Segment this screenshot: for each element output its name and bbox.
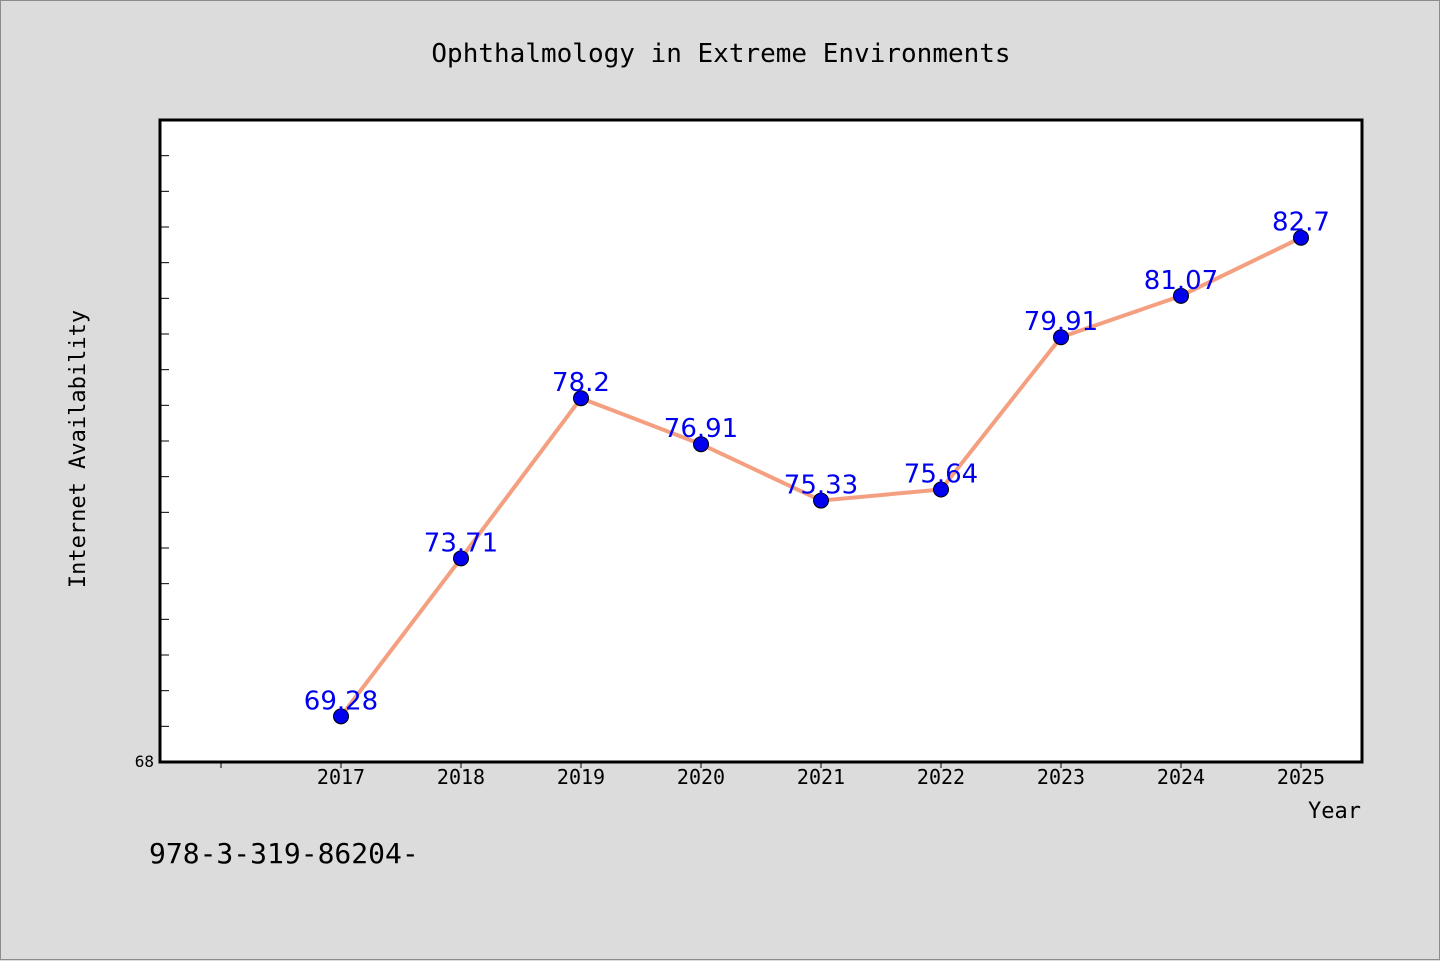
x-tick-label: 2022 xyxy=(917,765,965,789)
x-tick-label: 2020 xyxy=(677,765,725,789)
plot-area xyxy=(158,118,1364,764)
data-label: 79.91 xyxy=(1024,307,1098,337)
x-tick-label: 2025 xyxy=(1277,765,1325,789)
data-point xyxy=(693,436,709,453)
x-axis-title: Year xyxy=(1308,799,1361,824)
x-tick-label: 2017 xyxy=(317,765,365,789)
data-point xyxy=(1293,229,1309,246)
series-layer: 69.28 73.71 78.2 76.91 75.33 75.64 79.91 81.07 8… xyxy=(304,208,1330,725)
x-tick-label: 2018 xyxy=(437,765,485,789)
data-label: 69.28 xyxy=(304,686,378,716)
x-tick-label: 2024 xyxy=(1157,765,1205,789)
data-point xyxy=(1173,287,1189,304)
data-label: 73.71 xyxy=(424,528,498,558)
data-label: 82.7 xyxy=(1272,208,1330,238)
x-axis-ticks: 2017 2018 2019 2020 2021 2022 2023 2024 2025 xyxy=(220,762,1325,789)
data-label: 75.33 xyxy=(784,471,858,501)
y-axis-ticks xyxy=(160,155,169,727)
data-point xyxy=(453,550,469,567)
y-axis-title: Internet Availability xyxy=(66,310,91,588)
y-axis-min-label: 68 xyxy=(135,752,154,771)
data-label: 75.64 xyxy=(904,460,978,490)
data-point xyxy=(1053,329,1069,346)
data-point xyxy=(813,492,829,509)
footer-code: 978-3-319-86204- xyxy=(149,837,419,870)
x-tick-label: 2023 xyxy=(1037,765,1085,789)
data-label: 76.91 xyxy=(664,414,738,444)
x-tick-label: 2019 xyxy=(557,765,605,789)
chart-title: Ophthalmology in Extreme Environments xyxy=(431,39,1010,69)
data-point xyxy=(333,708,349,725)
data-label: 81.07 xyxy=(1144,266,1218,296)
data-point xyxy=(933,481,949,498)
x-tick-label: 2021 xyxy=(797,765,845,789)
data-point xyxy=(573,390,589,407)
data-label: 78.2 xyxy=(552,368,610,398)
